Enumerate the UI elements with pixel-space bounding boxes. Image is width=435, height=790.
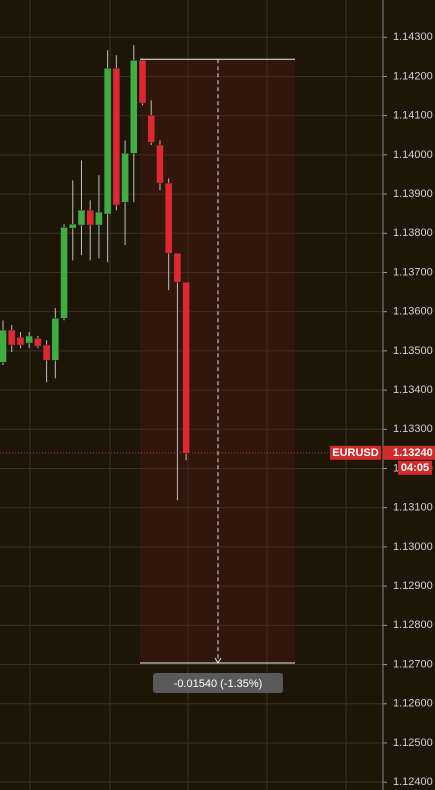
candle-body xyxy=(95,211,103,226)
countdown-box xyxy=(398,460,432,475)
y-tick-label: 1.13500 xyxy=(393,345,433,357)
y-tick-label: 1.13600 xyxy=(393,306,433,318)
y-tick-label: 1.14000 xyxy=(393,149,433,161)
y-tick-label: 1.13700 xyxy=(393,266,433,278)
candle-body xyxy=(42,344,51,361)
candle-body xyxy=(156,144,164,184)
candle-body xyxy=(164,182,173,254)
countdown-label: 04:05 xyxy=(401,462,429,474)
candle-body xyxy=(138,60,147,104)
candle-body xyxy=(173,253,182,283)
y-tick-label: 1.14300 xyxy=(393,31,433,43)
candle-body xyxy=(7,329,16,346)
y-tick-label: 1.13100 xyxy=(393,502,433,514)
candle-body xyxy=(0,329,7,363)
candle-body xyxy=(51,318,60,361)
candle-body xyxy=(112,67,121,206)
y-tick-label: 1.13000 xyxy=(393,541,433,553)
candle-body xyxy=(77,209,86,226)
candle-body xyxy=(130,60,138,154)
y-tick-label: 1.13400 xyxy=(393,384,433,396)
y-tick-label: 1.12500 xyxy=(393,737,433,749)
y-tick-label: 1.14100 xyxy=(393,110,433,122)
measure-label: -0.01540 (-1.35%) xyxy=(174,678,263,690)
measure-arrow-head xyxy=(214,657,222,664)
y-tick-label: 1.14200 xyxy=(393,70,433,82)
y-tick-label: 1.13800 xyxy=(393,227,433,239)
candle-body xyxy=(103,67,112,215)
candle-body xyxy=(25,335,33,344)
candle-body xyxy=(60,227,68,319)
measure-label-box xyxy=(153,672,283,693)
candle-body xyxy=(69,224,77,229)
symbol-label: EURUSD xyxy=(332,447,379,459)
candle-body xyxy=(86,209,94,226)
y-tick-label: 1.13300 xyxy=(393,423,433,435)
candle-body xyxy=(16,336,25,346)
y-tick-label: 1.12900 xyxy=(393,580,433,592)
symbol-box xyxy=(330,445,381,460)
candle-body xyxy=(147,115,155,143)
y-tick-label: 1.12400 xyxy=(393,776,433,788)
last-price-label: 1.13240 xyxy=(393,447,433,459)
candle-body xyxy=(182,282,190,454)
last-price-box xyxy=(383,445,435,460)
candle-body xyxy=(121,153,129,203)
y-tick-label: 1.12600 xyxy=(393,698,433,710)
y-tick-label: 1.12800 xyxy=(393,619,433,631)
y-tick-label: 1.13900 xyxy=(393,188,433,200)
candle-body xyxy=(34,338,42,347)
y-tick-label: 1.12700 xyxy=(393,658,433,670)
